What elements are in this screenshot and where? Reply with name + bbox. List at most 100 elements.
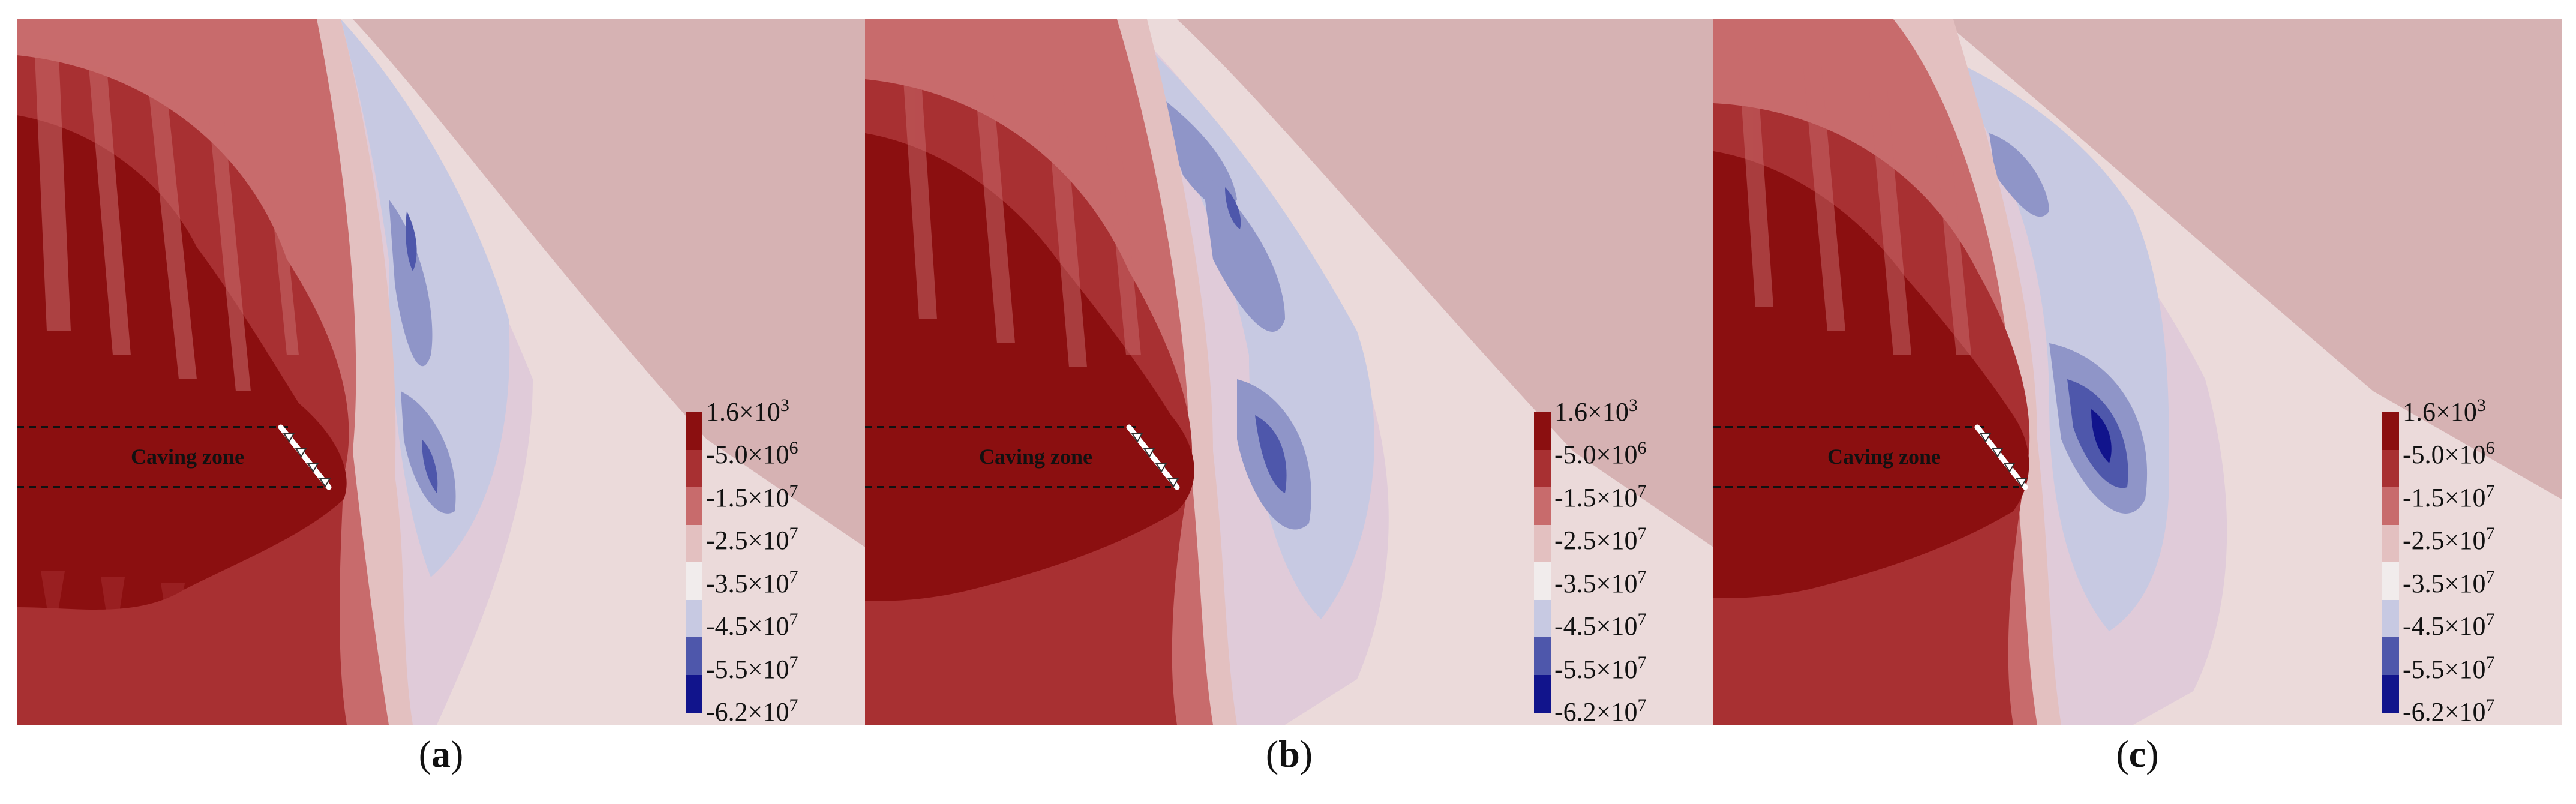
legend-tick-exponent: 7 — [2485, 524, 2495, 544]
legend-swatch — [1534, 599, 1551, 638]
legend-tick-exponent: 6 — [1637, 438, 1647, 458]
legend-tick-exponent: 3 — [1628, 395, 1638, 415]
panel-a: Caving zone 1.6×103 -5.0×106 -1.5×107 -2.5×… — [17, 19, 865, 725]
legend-tick-mantissa: -3.5×10 — [706, 568, 789, 598]
legend-tick-mantissa: -4.5×10 — [706, 611, 789, 641]
legend-tick-exponent: 6 — [2485, 438, 2495, 458]
legend-tick-mantissa: -4.5×10 — [1554, 611, 1638, 641]
legend-swatch — [2382, 562, 2399, 600]
legend-tick-label: -1.5×107 — [706, 481, 798, 513]
legend-tick-exponent: 3 — [780, 395, 789, 415]
legend-swatch — [1534, 637, 1551, 675]
legend-tick-exponent: 7 — [2485, 652, 2495, 673]
legend-b: 1.6×103 -5.0×106 -1.5×107 -2.5×107 -3.5×107-… — [1534, 391, 1708, 725]
legend-swatch — [2382, 449, 2399, 488]
legend-tick-mantissa: 1.6×10 — [706, 397, 780, 427]
legend-tick-label: -3.5×107 — [1554, 566, 1647, 599]
legend-tick-label: -6.2×107 — [706, 697, 798, 725]
legend-tick-label: -5.0×106 — [1554, 438, 1647, 470]
legend-swatch — [686, 487, 702, 525]
legend-swatch — [686, 524, 702, 563]
caving-zone-label: Caving zone — [979, 445, 1092, 469]
legend-tick-label: 1.6×103 — [2403, 397, 2486, 427]
legend-tick-label: -1.5×107 — [2403, 482, 2494, 513]
panel-b: Caving zone 1.6×103 -5.0×106 -1.5×107 -2.5×… — [865, 19, 1713, 725]
legend-tick-mantissa: -5.5×10 — [2403, 654, 2486, 684]
legend-tick-label: -2.5×107 — [1554, 524, 1647, 556]
legend-tick-label: -4.5×107 — [2403, 611, 2494, 641]
legend-tick-mantissa: -5.0×10 — [1554, 440, 1638, 470]
legend-tick-exponent: 7 — [1637, 524, 1647, 544]
caption-c: (c) — [2077, 732, 2197, 776]
caption-open-paren: ( — [418, 733, 431, 775]
legend-swatch — [1534, 562, 1551, 600]
legend-tick-label: -5.0×106 — [706, 439, 798, 470]
legend-tick-mantissa: 1.6×10 — [1554, 397, 1629, 427]
legend-tick-exponent: 7 — [789, 695, 798, 715]
legend-tick-label: -5.5×107 — [1554, 652, 1647, 685]
legend-tick-mantissa: -6.2×10 — [2403, 697, 2486, 725]
legend-tick-label: -2.5×107 — [706, 524, 798, 556]
legend-colorbar — [686, 412, 702, 713]
legend-swatch — [1534, 524, 1551, 563]
legend-tick-mantissa: -3.5×10 — [1554, 568, 1638, 598]
legend-tick-exponent: 7 — [2485, 695, 2495, 715]
legend-tick-exponent: 7 — [789, 566, 798, 587]
legend-tick-label: -4.5×107 — [706, 611, 798, 641]
caption-letter: c — [2128, 733, 2146, 775]
legend-tick-exponent: 7 — [1637, 652, 1647, 673]
legend-tick-mantissa: -5.0×10 — [2403, 440, 2486, 470]
legend-tick-mantissa: -6.2×10 — [1554, 697, 1638, 725]
legend-swatch — [686, 674, 702, 713]
legend-tick-label: -5.5×107 — [706, 652, 798, 685]
legend-tick-mantissa: -5.0×10 — [706, 440, 789, 470]
legend-tick-exponent: 7 — [1637, 481, 1647, 501]
legend-tick-exponent: 7 — [789, 610, 798, 630]
legend-swatch — [2382, 487, 2399, 525]
legend-tick-label: 1.6×103 — [1554, 397, 1638, 427]
legend-swatch — [2382, 674, 2399, 713]
legend-tick-mantissa: -2.5×10 — [2403, 526, 2486, 556]
legend-tick-exponent: 7 — [1637, 610, 1647, 630]
legend-tick-mantissa: -1.5×10 — [2403, 482, 2486, 512]
legend-tick-mantissa: -4.5×10 — [2403, 611, 2486, 641]
contour-field-a — [17, 19, 865, 725]
caption-a: (a) — [381, 732, 501, 776]
legend-a: 1.6×103 -5.0×106 -1.5×107 -2.5×107 -3.5×107-… — [686, 391, 860, 725]
legend-tick-exponent: 7 — [1637, 566, 1647, 587]
caption-close-paren: ) — [2146, 733, 2159, 775]
legend-tick-mantissa: -2.5×10 — [706, 526, 789, 556]
legend-tick-label: 1.6×103 — [706, 397, 789, 427]
legend-swatch — [1534, 449, 1551, 488]
legend-swatch — [2382, 412, 2399, 450]
caption-letter: a — [431, 733, 451, 775]
legend-tick-label: -5.5×107 — [2403, 652, 2495, 685]
legend-tick-label: -1.5×107 — [1554, 481, 1647, 513]
legend-tick-exponent: 7 — [1637, 695, 1647, 715]
caption-open-paren: ( — [2116, 733, 2129, 775]
legend-tick-label: -6.2×107 — [1554, 697, 1646, 725]
legend-tick-label: -4.5×107 — [1554, 611, 1646, 641]
caption-close-paren: ) — [451, 733, 464, 775]
panel-c: Caving zone 1.6×103 -5.0×106 -1.5×107 -2.5×… — [1713, 19, 2562, 725]
legend-swatch — [2382, 524, 2399, 563]
legend-tick-mantissa: -1.5×10 — [706, 482, 789, 512]
caption-open-paren: ( — [1265, 733, 1279, 775]
legend-tick-mantissa: -3.5×10 — [2403, 568, 2486, 598]
legend-tick-label: -2.5×107 — [2403, 524, 2495, 556]
legend-c: 1.6×103 -5.0×106 -1.5×107 -2.5×107 -3.5×107-… — [2382, 391, 2556, 725]
legend-swatch — [1534, 674, 1551, 713]
legend-tick-label: -6.2×107 — [2403, 697, 2494, 725]
legend-swatch — [686, 412, 702, 450]
legend-tick-exponent: 3 — [2476, 395, 2486, 415]
legend-tick-exponent: 7 — [789, 481, 798, 501]
caption-close-paren: ) — [1299, 733, 1313, 775]
legend-tick-exponent: 7 — [789, 652, 798, 673]
legend-tick-exponent: 7 — [789, 524, 798, 544]
legend-tick-mantissa: -6.2×10 — [706, 697, 789, 725]
legend-swatch — [1534, 487, 1551, 525]
caption-letter: b — [1278, 733, 1300, 775]
contour-field-c — [1713, 19, 2562, 725]
legend-tick-label: -3.5×107 — [2403, 568, 2494, 599]
legend-tick-mantissa: -2.5×10 — [1554, 526, 1638, 556]
